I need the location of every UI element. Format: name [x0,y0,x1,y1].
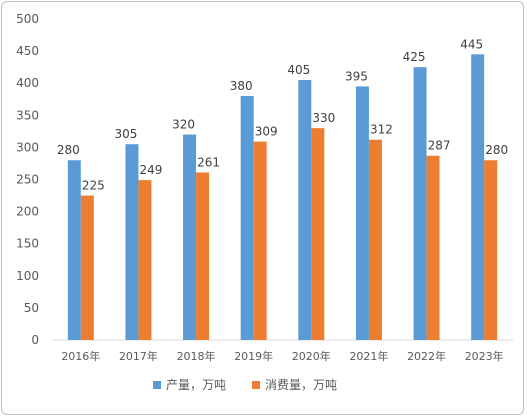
x-category-label: 2016年 [61,349,100,363]
data-label-consumption: 309 [255,125,278,139]
data-label-consumption: 287 [428,139,451,153]
x-category-label: 2019年 [234,349,273,363]
y-tick-label: 250 [16,173,39,187]
data-label-production: 380 [230,79,253,93]
legend-label: 消费量，万吨 [265,378,337,392]
bar-consumption [426,155,440,340]
data-label-consumption: 280 [485,143,508,157]
y-tick-label: 350 [16,108,39,122]
x-category-label: 2018年 [177,349,216,363]
y-tick-label: 150 [16,237,39,251]
y-tick-label: 400 [16,76,39,90]
legend-swatch [252,381,261,389]
data-label-production: 280 [57,143,80,157]
bar-production [471,54,485,341]
bars-group [67,54,498,341]
x-category-label: 2023年 [465,349,504,363]
bar-consumption [196,172,210,340]
data-label-production: 305 [114,127,137,141]
data-label-consumption: 330 [312,111,335,125]
data-labels-group: 280 225 305 249 320 261 380 309 405 330 395 312 425 2… [57,37,508,192]
bar-production [183,134,197,340]
bar-production [125,144,139,340]
x-category-label: 2017年 [119,349,158,363]
x-category-label: 2020年 [292,349,331,363]
y-tick-label: 450 [16,44,39,58]
y-tick-label: 100 [16,269,39,283]
data-label-production: 395 [345,69,368,83]
bar-production [355,86,369,340]
y-tick-label: 300 [16,140,39,154]
y-tick-label: 50 [24,301,39,315]
legend-swatch [153,381,161,389]
bar-consumption [80,195,94,340]
x-category-label: 2021年 [349,349,388,363]
bar-consumption [253,141,267,340]
y-tick-label: 0 [31,333,39,347]
bar-production [298,79,312,341]
bar-production [413,67,427,341]
bar-consumption [484,160,498,340]
y-tick-label: 500 [16,12,39,26]
bar-production [240,96,254,340]
x-category-label: 2022年 [407,349,446,363]
data-label-consumption: 312 [370,123,393,137]
bar-production [67,160,81,340]
y-tick-label: 200 [16,205,39,219]
x-axis-categories: 2016年 2017年 2018年 2019年 2020年 2021年 2022年 2023年 [61,349,503,363]
y-axis-ticks: 0 50 100 150 200 250 300 350 400 450 500 [16,12,39,347]
data-label-production: 425 [403,50,426,64]
data-label-consumption: 261 [197,155,220,169]
legend-label: 产量，万吨 [166,378,226,392]
bar-consumption [311,128,325,340]
bar-consumption [368,139,382,340]
data-label-consumption: 249 [139,163,162,177]
bar-consumption [138,180,152,340]
data-label-production: 405 [287,63,310,77]
data-label-production: 445 [460,37,483,51]
data-label-production: 320 [172,118,195,132]
data-label-consumption: 225 [82,179,105,193]
legend: 产量，万吨 消费量，万吨 [153,378,337,392]
